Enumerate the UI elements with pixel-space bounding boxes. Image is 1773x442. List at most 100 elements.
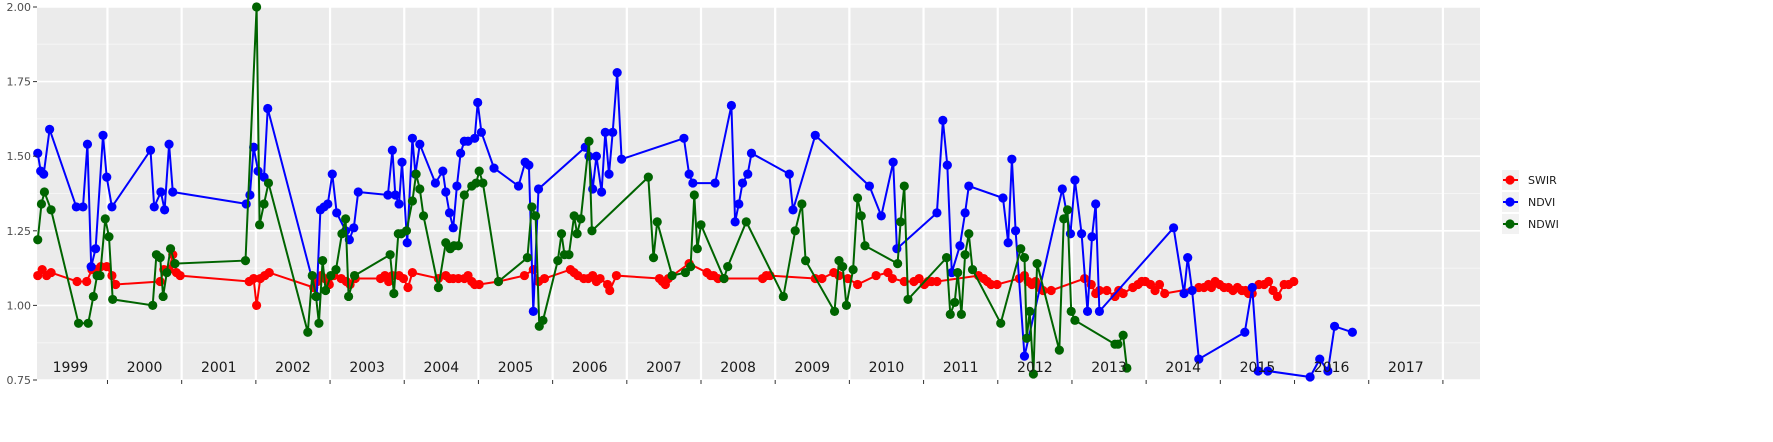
ndvi-point <box>323 199 333 209</box>
ndvi-point <box>679 133 689 143</box>
ndvi-point <box>473 97 483 108</box>
ndwi-point <box>790 226 800 236</box>
swir-point <box>252 300 262 310</box>
legend-label: NDVI <box>1528 196 1555 209</box>
swir-point <box>175 270 185 281</box>
ndwi-point <box>643 172 653 182</box>
ndwi-point <box>478 178 488 188</box>
year-label: 2007 <box>646 360 682 376</box>
ndwi-point <box>564 250 574 260</box>
swir-point <box>852 279 863 290</box>
legend-key-point <box>1505 197 1515 207</box>
ndwi-point <box>326 270 336 281</box>
year-label: 2017 <box>1388 360 1424 376</box>
swir-point <box>82 276 92 287</box>
ndwi-point <box>719 273 729 284</box>
ndwi-point <box>341 214 351 224</box>
ndwi-point <box>696 220 706 230</box>
ndvi-point <box>102 172 112 182</box>
ndwi-point <box>522 253 532 263</box>
ndvi-point <box>1003 238 1013 248</box>
ndwi-point <box>254 220 265 230</box>
ndwi-point <box>848 264 858 275</box>
ndwi-point <box>1062 205 1073 215</box>
ndvi-point <box>1263 366 1273 376</box>
year-label: 2002 <box>275 360 311 376</box>
ndwi-point <box>1016 244 1026 254</box>
ndwi-point <box>459 190 469 200</box>
ndvi-point <box>1253 366 1263 376</box>
year-label: 2010 <box>869 360 905 376</box>
ndvi-point <box>390 190 400 200</box>
ndwi-point <box>950 297 960 308</box>
swir-point <box>605 285 615 296</box>
ndvi-point <box>39 169 49 179</box>
ndwi-point <box>349 270 360 281</box>
ndvi-point <box>1305 372 1315 382</box>
series-ndvi <box>33 68 1357 382</box>
ndvi-point <box>263 103 273 114</box>
ndvi-point <box>710 178 720 188</box>
ndwi-point <box>1025 306 1035 316</box>
ndwi-point <box>1032 259 1042 269</box>
ndvi-point <box>1094 306 1105 316</box>
ndwi-point <box>343 291 354 302</box>
series-swir <box>33 250 1299 310</box>
ndwi-point <box>1054 345 1064 355</box>
ndvi-point <box>533 184 544 194</box>
ndvi-point <box>1019 351 1030 361</box>
ndwi-point <box>953 267 963 278</box>
ndwi-point <box>856 211 866 221</box>
ndvi-point <box>82 139 93 149</box>
ndwi-point <box>652 217 662 227</box>
ndwi-point <box>418 211 429 221</box>
ndvi-point <box>788 205 798 215</box>
ndwi-point <box>311 291 321 302</box>
ndwi-point <box>39 187 50 197</box>
ndvi-point <box>1010 226 1021 236</box>
ndvi-point <box>107 202 117 212</box>
ndvi-point <box>688 178 698 188</box>
ndwi-point <box>162 267 172 278</box>
ndwi-point <box>252 2 262 12</box>
ndvi-point <box>737 178 748 188</box>
ndvi-point <box>353 187 363 197</box>
ndwi-point <box>46 205 56 215</box>
ndvi-point <box>1187 285 1197 296</box>
ndwi-point <box>841 300 852 310</box>
ndwi-point <box>801 256 811 266</box>
ndwi-point <box>584 136 594 146</box>
ndwi-series-line <box>36 6 1128 375</box>
ndwi-point <box>155 253 165 263</box>
ndwi-point <box>389 288 399 299</box>
ndvi-point <box>942 160 952 170</box>
ndvi-point <box>524 160 534 170</box>
swir-point <box>398 273 409 284</box>
ndwi-point <box>318 256 328 266</box>
ndwi-point <box>474 166 484 176</box>
legend-label: SWIR <box>1528 174 1557 187</box>
ndvi-point <box>145 145 156 155</box>
ndwi-point <box>321 285 331 296</box>
swir-point <box>1118 288 1128 299</box>
ndvi-point <box>456 148 466 158</box>
legend-label: NDWI <box>1528 218 1559 231</box>
ndwi-point <box>108 294 118 305</box>
ndwi-point <box>1019 253 1030 263</box>
year-label: 2006 <box>572 360 608 376</box>
ndvi-point <box>407 133 418 143</box>
ndvi-point <box>888 157 898 167</box>
ndwi-point <box>527 202 537 212</box>
ndvi-point <box>1076 229 1087 239</box>
y-tick-label: 1.75 <box>7 76 32 89</box>
year-label: 2009 <box>794 360 830 376</box>
ndwi-point <box>1118 330 1128 340</box>
ndwi-point <box>36 199 47 209</box>
ndwi-point <box>307 270 317 281</box>
ndvi-point <box>513 181 524 191</box>
year-label: 2004 <box>424 360 460 376</box>
ndvi-point <box>612 68 622 78</box>
ndwi-point <box>104 232 114 242</box>
swir-point <box>1289 276 1299 287</box>
swir-point <box>403 282 413 293</box>
